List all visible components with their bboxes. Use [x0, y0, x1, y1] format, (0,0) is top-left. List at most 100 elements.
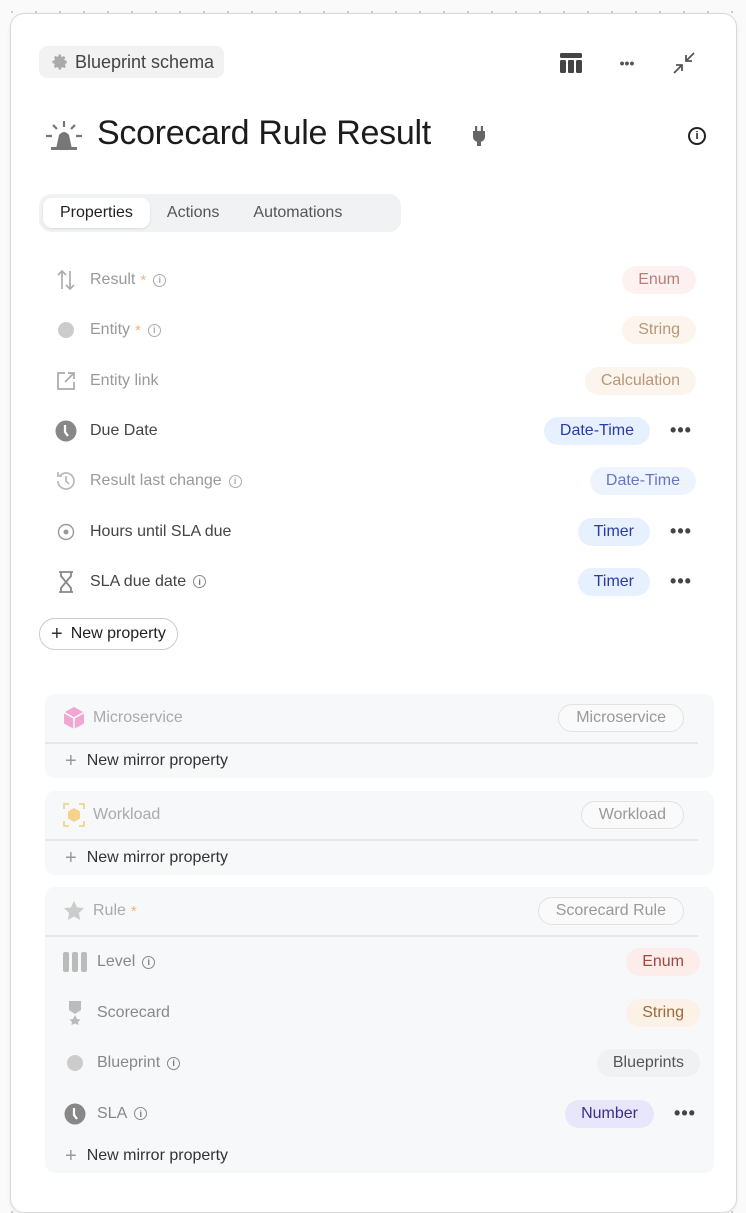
plug-icon — [473, 126, 485, 146]
property-label: Entity link — [90, 371, 159, 389]
table-icon — [560, 53, 582, 73]
type-badge: Enum — [622, 266, 696, 294]
new-mirror-label: New mirror property — [86, 752, 229, 769]
more-options-button[interactable]: ••• — [614, 50, 640, 76]
info-icon: i — [167, 1056, 181, 1070]
collapse-icon — [673, 52, 695, 74]
property-label: Entity — [90, 321, 131, 339]
property-row[interactable]: Due Date Date-Time ••• — [55, 413, 696, 449]
property-label: Hours until SLA due — [90, 522, 232, 540]
type-badge: Enum — [626, 948, 700, 977]
bars-icon — [63, 952, 87, 973]
info-icon: i — [228, 474, 242, 488]
mirror-property-row[interactable]: SLA i Number ••• — [45, 1089, 714, 1140]
sort-arrows-icon — [55, 269, 77, 291]
type-badge: Date-Time — [543, 416, 650, 445]
property-menu-button[interactable]: ••• — [670, 521, 692, 541]
relation-group: Workload Workload + New mirror property — [45, 791, 714, 875]
mirror-property-row[interactable]: Blueprint i Blueprints — [45, 1038, 714, 1089]
alarm-icon — [46, 121, 82, 150]
star-icon — [63, 900, 85, 922]
info-icon: i — [147, 323, 161, 337]
relation-target-badge: Workload — [580, 801, 684, 829]
info-icon: i — [193, 575, 207, 589]
info-icon: i — [695, 130, 699, 142]
info-icon: i — [142, 955, 156, 969]
blueprint-panel: Blueprint schema ••• Scorecard Rule Resu… — [10, 13, 737, 1213]
new-mirror-label: New mirror property — [86, 849, 229, 866]
property-menu-button[interactable]: ••• — [670, 571, 692, 592]
property-row[interactable]: Result * i Enum — [55, 262, 696, 298]
property-label: SLA due date — [90, 572, 187, 590]
type-badge: String — [622, 316, 696, 345]
hourglass-icon — [55, 570, 77, 593]
property-label: Level — [97, 953, 136, 971]
tab-properties[interactable]: Properties — [43, 198, 150, 228]
relation-label: Microservice — [93, 709, 183, 726]
relation-label: Rule — [93, 902, 126, 919]
relation-header[interactable]: Microservice Microservice — [45, 694, 698, 744]
property-label: Due Date — [90, 421, 158, 439]
plus-icon: + — [65, 749, 77, 772]
mirror-property-row[interactable]: Level i Enum — [45, 937, 714, 988]
property-row[interactable]: Result last change i Date-Time — [55, 463, 696, 499]
new-mirror-label: New mirror property — [86, 1147, 229, 1164]
new-mirror-property-button[interactable]: + New mirror property — [45, 841, 714, 875]
relation-target-badge: Microservice — [558, 704, 684, 732]
info-icon: i — [153, 273, 167, 287]
relation-target-badge: Scorecard Rule — [537, 897, 684, 925]
type-badge: Calculation — [584, 366, 696, 395]
new-mirror-property-button[interactable]: + New mirror property — [45, 1139, 714, 1173]
plus-icon: + — [65, 846, 77, 869]
medal-icon — [63, 1000, 87, 1025]
property-row[interactable]: SLA due date i Timer ••• — [55, 564, 696, 600]
property-label: SLA — [97, 1104, 128, 1122]
required-marker: * — [130, 902, 137, 920]
required-marker: * — [140, 271, 147, 289]
clock-icon — [55, 420, 77, 442]
property-menu-button[interactable]: ••• — [674, 1103, 696, 1124]
property-menu-button[interactable]: ••• — [670, 420, 692, 441]
relation-group: Rule * Scorecard Rule Level i Enum Scorecard St… — [45, 887, 714, 1173]
external-link-icon — [55, 370, 77, 392]
type-badge: String — [626, 998, 700, 1027]
tab-actions[interactable]: Actions — [166, 204, 220, 221]
required-marker: * — [135, 321, 141, 339]
cube-icon — [63, 706, 85, 730]
new-property-button[interactable]: + New property — [39, 618, 178, 650]
type-badge: Timer — [577, 567, 650, 596]
property-row[interactable]: Hours until SLA due Timer ••• — [55, 514, 696, 550]
relation-header[interactable]: Rule * Scorecard Rule — [45, 887, 698, 937]
type-badge: Number — [565, 1099, 654, 1128]
type-badge: Blueprints — [596, 1049, 700, 1078]
mirror-property-row[interactable]: Scorecard String — [45, 988, 714, 1039]
collapse-button[interactable] — [671, 50, 697, 76]
history-icon — [55, 470, 77, 492]
property-label: Result last change — [90, 472, 222, 490]
property-label: Result — [90, 271, 136, 288]
circle-icon — [63, 1054, 87, 1072]
info-icon: i — [134, 1107, 148, 1121]
circle-icon — [55, 319, 77, 341]
breadcrumb-blueprint-schema[interactable]: Blueprint schema — [39, 46, 225, 78]
info-button[interactable]: i — [688, 127, 706, 145]
property-row[interactable]: Entity * i String — [55, 312, 696, 348]
target-icon — [55, 521, 77, 543]
plus-icon: + — [51, 622, 63, 645]
relation-label: Workload — [93, 806, 161, 823]
property-row[interactable]: Entity link Calculation — [55, 363, 696, 399]
table-view-button[interactable] — [558, 50, 584, 76]
tab-automations[interactable]: Automations — [253, 204, 343, 221]
new-mirror-property-button[interactable]: + New mirror property — [45, 744, 714, 778]
type-badge: Date-Time — [589, 467, 696, 496]
plus-icon: + — [65, 1144, 77, 1167]
relation-group: Microservice Microservice + New mirror prop… — [45, 694, 714, 778]
more-icon: ••• — [619, 55, 635, 71]
clock-icon — [63, 1103, 87, 1125]
property-label: Blueprint — [97, 1054, 161, 1072]
breadcrumb-label: Blueprint schema — [75, 51, 215, 72]
gear-icon — [52, 54, 67, 70]
page-title: Scorecard Rule Result — [97, 114, 431, 152]
relation-header[interactable]: Workload Workload — [45, 791, 698, 841]
type-badge: Timer — [577, 517, 650, 546]
